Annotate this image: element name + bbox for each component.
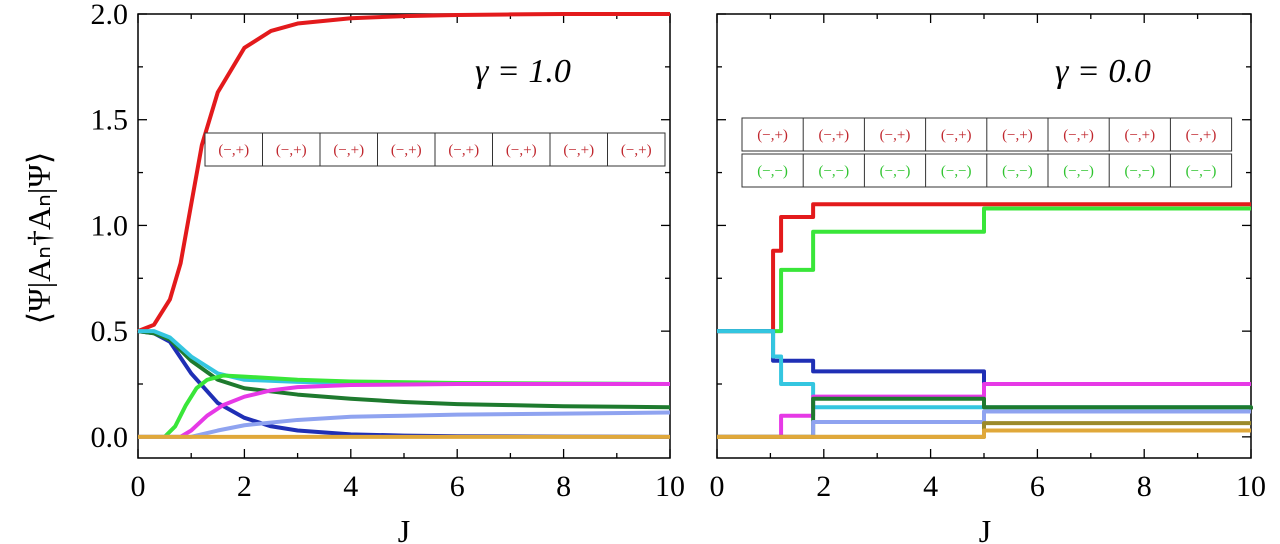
right-legend-table: (−,+) (−,+) (−,+) (−,+) (−,+) (−,+) (−,+) (−,+)… xyxy=(741,117,1233,188)
right-gamma-annotation: γ = 0.0 xyxy=(1055,53,1151,90)
right-series-lines xyxy=(717,202,1253,439)
legend-cell-label: (−,−) xyxy=(1186,164,1217,180)
legend-cell-label: (−,+) xyxy=(1186,128,1217,144)
legend-cell-label: (−,+) xyxy=(880,128,911,144)
y-tick-label: 2.0 xyxy=(91,0,129,31)
series-line xyxy=(717,329,1251,386)
right-x-axis-label: J xyxy=(979,513,991,544)
legend-cell-label: (−,+) xyxy=(818,128,849,144)
series-line xyxy=(717,428,1251,439)
legend-cell-label: (−,+) xyxy=(941,128,972,144)
legend-cell-label: (−,−) xyxy=(1002,164,1033,180)
legend-cell-label: (−,+) xyxy=(1063,128,1094,144)
legend-cell-label: (−,−) xyxy=(880,164,911,180)
left-gamma-annotation: γ = 1.0 xyxy=(475,53,571,90)
x-tick-label: 10 xyxy=(1236,470,1266,503)
legend-cell-label: (−,+) xyxy=(1124,128,1155,144)
series-line xyxy=(138,410,671,439)
left-ticks: 0 2 4 6 8 10 0.0 0.5 1.0 1.5 2.0 xyxy=(91,0,686,503)
right-ticks: 0 2 4 6 8 10 xyxy=(710,13,1266,503)
series-line xyxy=(138,373,671,439)
x-tick-label: 8 xyxy=(556,470,571,503)
y-tick-label: 1.0 xyxy=(91,209,129,242)
series-line xyxy=(137,12,670,334)
x-tick-label: 0 xyxy=(131,470,146,503)
x-tick-label: 0 xyxy=(710,470,725,503)
x-tick-label: 2 xyxy=(237,470,252,503)
x-tick-label: 6 xyxy=(1030,470,1045,503)
x-tick-label: 2 xyxy=(816,470,831,503)
legend-cell-label: (−,+) xyxy=(506,143,537,159)
left-legend-table: (−,+) (−,+) (−,+) (−,+) (−,+) (−,+) (−,+) (−,+) xyxy=(204,132,666,167)
left-plot-frame xyxy=(137,13,671,459)
y-tick-label: 1.5 xyxy=(91,104,129,137)
left-panel: 0 2 4 6 8 100.00.51.01.52.0 γ = 1.0 (−,+) (−,+… xyxy=(91,0,686,544)
legend-cell-label: (−,+) xyxy=(391,143,422,159)
series-line xyxy=(717,329,1251,410)
legend-cell-label: (−,+) xyxy=(757,128,788,144)
right-panel: 0 2 4 6 8 10 γ = 0.0 (−,+) (−,+) (−,+) (−,+) (−,+… xyxy=(710,13,1266,544)
legend-cell-label: (−,−) xyxy=(1124,164,1155,180)
left-series-lines xyxy=(137,12,671,439)
x-tick-label: 6 xyxy=(450,470,465,503)
legend-cell-label: (−,+) xyxy=(563,143,594,159)
legend-cell-label: (−,−) xyxy=(818,164,849,180)
x-tick-label: 4 xyxy=(343,470,358,503)
x-tick-label: 10 xyxy=(655,470,685,503)
legend-cell-label: (−,+) xyxy=(218,143,249,159)
x-tick-label: 4 xyxy=(923,470,938,503)
legend-cell-label: (−,+) xyxy=(1002,128,1033,144)
series-line xyxy=(717,206,1251,334)
legend-cell-label: (−,+) xyxy=(621,143,652,159)
legend-cell-label: (−,−) xyxy=(757,164,788,180)
legend-cell-label: (−,+) xyxy=(333,143,364,159)
series-line xyxy=(137,329,671,410)
legend-cell-label: (−,+) xyxy=(276,143,307,159)
left-x-axis-label: J xyxy=(398,513,410,544)
x-tick-label: 8 xyxy=(1137,470,1152,503)
legend-cell-label: (−,+) xyxy=(448,143,479,159)
y-tick-label: 0.5 xyxy=(91,315,129,348)
y-axis-label: ⟨Ψ|Aₙ†Aₙ|Ψ⟩ xyxy=(21,152,57,325)
legend-cell-label: (−,−) xyxy=(941,164,972,180)
series-line xyxy=(138,382,670,439)
y-tick-label: 0.0 xyxy=(91,421,129,454)
legend-cell-label: (−,−) xyxy=(1063,164,1094,180)
